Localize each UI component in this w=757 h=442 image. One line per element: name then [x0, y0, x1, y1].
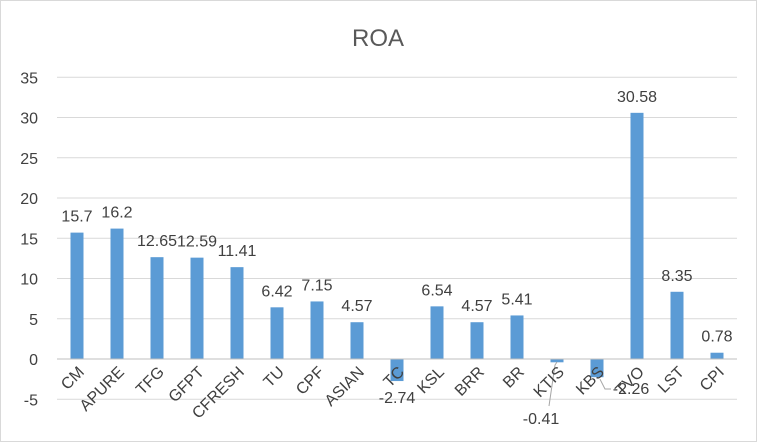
y-tick-label: 0: [29, 352, 38, 369]
data-label: 4.57: [461, 298, 492, 315]
bar-gfpt: [190, 257, 204, 359]
y-tick-label: 30: [20, 111, 38, 128]
y-tick-label: 25: [20, 151, 38, 168]
category-label: BR: [500, 364, 528, 392]
bar-tvo: [630, 112, 644, 360]
y-tick-label: 20: [20, 191, 38, 208]
category-label: LST: [655, 364, 688, 397]
bar-cfresh: [230, 267, 244, 359]
y-axis-tick-labels: -5 0 5 10 15 20 25 30 35: [20, 70, 38, 409]
bar-apure: [110, 228, 124, 359]
category-label: KTIS: [531, 364, 568, 401]
bar-tc: [390, 359, 404, 382]
data-label: 15.7: [61, 209, 92, 226]
data-label: -2.26: [613, 381, 650, 398]
data-label: 8.35: [661, 268, 692, 285]
bar-cpi: [710, 352, 724, 359]
category-label: CPI: [697, 364, 728, 395]
bar-asian: [350, 322, 364, 359]
leader-line: [548, 361, 558, 407]
bar-tu: [270, 307, 284, 359]
data-label: 30.58: [617, 89, 657, 106]
category-label: ASIAN: [322, 364, 368, 410]
category-label: KSL: [414, 364, 447, 397]
category-label: BRR: [452, 364, 488, 400]
bar-lst: [670, 291, 684, 359]
data-label: 6.42: [261, 283, 292, 300]
chart-title: ROA: [352, 25, 404, 52]
data-label: 16.2: [101, 205, 132, 222]
y-tick-label: 10: [20, 272, 38, 289]
data-label: 5.41: [501, 291, 532, 308]
bars: [70, 112, 724, 382]
leader-lines: [548, 361, 611, 407]
category-label: TU: [261, 364, 288, 391]
gridlines: [57, 76, 737, 400]
category-label: TFG: [133, 364, 168, 399]
bar-cm: [70, 232, 84, 359]
category-label: TC: [381, 364, 408, 391]
bar-cpf: [310, 301, 324, 359]
bar-tfg: [150, 257, 164, 359]
data-label: 12.59: [177, 234, 217, 251]
bar-br: [510, 315, 524, 359]
data-label: -0.41: [523, 411, 560, 428]
data-label: 4.57: [341, 298, 372, 315]
bar-ksl: [430, 306, 444, 359]
category-label: APURE: [77, 364, 128, 415]
data-label: -2.74: [379, 390, 416, 407]
bar-ktis: [550, 359, 564, 363]
data-label: 6.54: [421, 282, 452, 299]
data-label: 7.15: [301, 277, 332, 294]
category-label: CM: [58, 364, 88, 394]
y-tick-label: -5: [24, 392, 38, 409]
bar-kbs: [590, 359, 604, 378]
y-tick-label: 15: [20, 231, 38, 248]
y-tick-label: 5: [29, 312, 38, 329]
category-label: CPF: [293, 364, 328, 399]
y-tick-label: 35: [20, 70, 38, 87]
data-label: 0.78: [701, 329, 732, 346]
data-label: 11.41: [218, 243, 257, 260]
leader-line: [599, 378, 611, 390]
bar-brr: [470, 322, 484, 359]
data-label: 12.65: [137, 233, 177, 250]
